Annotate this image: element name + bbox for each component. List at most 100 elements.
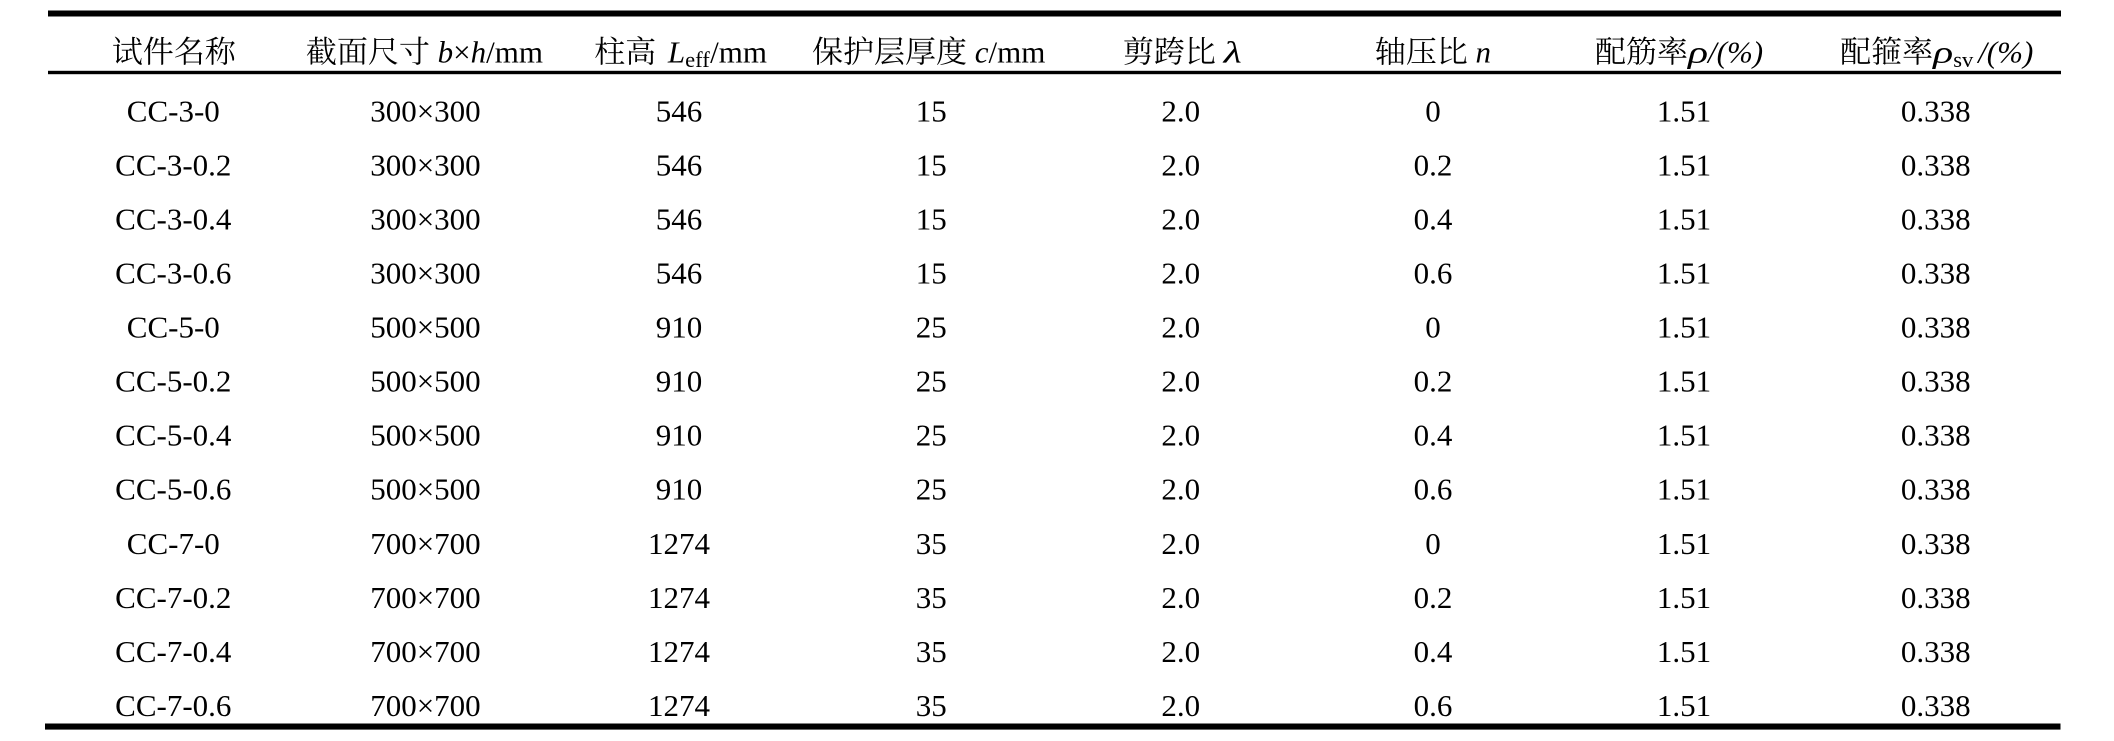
svg-text:25: 25	[916, 310, 947, 345]
svg-text:1.51: 1.51	[1657, 364, 1711, 399]
svg-text:0.4: 0.4	[1414, 202, 1453, 237]
svg-text:sv: sv	[1953, 47, 1974, 72]
svg-text:0.6: 0.6	[1414, 688, 1453, 723]
svg-text:700×700: 700×700	[370, 688, 480, 723]
svg-text:546: 546	[656, 256, 703, 291]
svg-text:1.51: 1.51	[1657, 526, 1711, 561]
svg-text:1274: 1274	[648, 580, 711, 615]
svg-text:35: 35	[916, 688, 947, 723]
svg-text:CC-5-0: CC-5-0	[127, 310, 220, 345]
svg-text:1.51: 1.51	[1657, 688, 1711, 723]
svg-text:15: 15	[916, 202, 947, 237]
svg-text:0.338: 0.338	[1901, 310, 1971, 345]
svg-text:0.338: 0.338	[1901, 148, 1971, 183]
svg-text:0.338: 0.338	[1901, 634, 1971, 669]
svg-text:1274: 1274	[648, 634, 711, 669]
svg-text:15: 15	[916, 94, 947, 129]
svg-text:0.4: 0.4	[1414, 418, 1453, 453]
svg-text:/mm: /mm	[710, 35, 767, 70]
svg-text:1.51: 1.51	[1657, 148, 1711, 183]
svg-text:546: 546	[656, 148, 703, 183]
svg-text:h: h	[471, 35, 487, 70]
svg-text:1274: 1274	[648, 526, 711, 561]
svg-text:b: b	[438, 35, 454, 70]
svg-text:0.2: 0.2	[1414, 364, 1453, 399]
svg-text:CC-5-0.6: CC-5-0.6	[115, 472, 231, 507]
svg-text:/mm: /mm	[486, 35, 543, 70]
svg-text:2.0: 2.0	[1161, 256, 1200, 291]
svg-text:0.6: 0.6	[1414, 472, 1453, 507]
svg-text:500×500: 500×500	[370, 472, 480, 507]
svg-text:2.0: 2.0	[1161, 526, 1200, 561]
svg-text:910: 910	[656, 364, 703, 399]
svg-text:1.51: 1.51	[1657, 472, 1711, 507]
svg-text:CC-7-0: CC-7-0	[127, 526, 220, 561]
svg-text:700×700: 700×700	[370, 526, 480, 561]
svg-text:35: 35	[916, 580, 947, 615]
svg-text:700×700: 700×700	[370, 634, 480, 669]
svg-text:910: 910	[656, 472, 703, 507]
svg-text:2.0: 2.0	[1161, 472, 1200, 507]
svg-text:0.338: 0.338	[1901, 364, 1971, 399]
svg-text:0.338: 0.338	[1901, 256, 1971, 291]
svg-text:300×300: 300×300	[370, 256, 480, 291]
svg-text:CC-7-0.4: CC-7-0.4	[115, 634, 232, 669]
svg-text:35: 35	[916, 526, 947, 561]
svg-text:500×500: 500×500	[370, 310, 480, 345]
svg-text:1.51: 1.51	[1657, 310, 1711, 345]
svg-text:300×300: 300×300	[370, 148, 480, 183]
svg-text:15: 15	[916, 256, 947, 291]
svg-text:2.0: 2.0	[1161, 94, 1200, 129]
svg-text:500×500: 500×500	[370, 418, 480, 453]
svg-text:L: L	[667, 35, 685, 70]
svg-text:700×700: 700×700	[370, 580, 480, 615]
svg-text:1.51: 1.51	[1657, 94, 1711, 129]
svg-text:0.6: 0.6	[1414, 256, 1453, 291]
svg-text:0.2: 0.2	[1414, 148, 1453, 183]
svg-text:CC-7-0.6: CC-7-0.6	[115, 688, 231, 723]
svg-text:×: ×	[453, 35, 470, 70]
svg-text:0.338: 0.338	[1901, 418, 1971, 453]
svg-text:CC-7-0.2: CC-7-0.2	[115, 580, 231, 615]
svg-text:0: 0	[1425, 310, 1441, 345]
svg-text:0.338: 0.338	[1901, 688, 1971, 723]
svg-text:n: n	[1476, 35, 1492, 70]
svg-text:25: 25	[916, 364, 947, 399]
svg-text:910: 910	[656, 418, 703, 453]
svg-text:0.338: 0.338	[1901, 202, 1971, 237]
svg-text:1274: 1274	[648, 688, 711, 723]
svg-text:1.51: 1.51	[1657, 202, 1711, 237]
svg-text:0: 0	[1425, 526, 1441, 561]
svg-text:300×300: 300×300	[370, 202, 480, 237]
svg-text:0.338: 0.338	[1901, 526, 1971, 561]
svg-text:1.51: 1.51	[1657, 418, 1711, 453]
svg-text:0.2: 0.2	[1414, 580, 1453, 615]
svg-text:/(%): /(%)	[1976, 35, 2033, 70]
svg-text:ρ: ρ	[1932, 35, 1953, 70]
svg-text:CC-5-0.4: CC-5-0.4	[115, 418, 232, 453]
svg-text:546: 546	[656, 94, 703, 129]
svg-text:1.51: 1.51	[1657, 580, 1711, 615]
svg-text:910: 910	[656, 310, 703, 345]
svg-text:2.0: 2.0	[1161, 202, 1200, 237]
svg-text:0.338: 0.338	[1901, 580, 1971, 615]
svg-text:300×300: 300×300	[370, 94, 480, 129]
svg-text:2.0: 2.0	[1161, 634, 1200, 669]
svg-text:2.0: 2.0	[1161, 148, 1200, 183]
svg-text:1.51: 1.51	[1657, 634, 1711, 669]
svg-text:eff: eff	[685, 47, 710, 72]
svg-text:25: 25	[916, 418, 947, 453]
svg-text:25: 25	[916, 472, 947, 507]
svg-text:ρ: ρ	[1687, 35, 1708, 70]
svg-text:CC-3-0.2: CC-3-0.2	[115, 148, 231, 183]
svg-text:CC-3-0.6: CC-3-0.6	[115, 256, 231, 291]
svg-text:c: c	[975, 35, 989, 70]
svg-text:2.0: 2.0	[1161, 418, 1200, 453]
svg-text:0.338: 0.338	[1901, 472, 1971, 507]
svg-text:546: 546	[656, 202, 703, 237]
svg-text:15: 15	[916, 148, 947, 183]
svg-text:35: 35	[916, 634, 947, 669]
svg-text:CC-3-0.4: CC-3-0.4	[115, 202, 232, 237]
svg-text:0.4: 0.4	[1414, 634, 1453, 669]
svg-text:/(%): /(%)	[1706, 35, 1763, 70]
